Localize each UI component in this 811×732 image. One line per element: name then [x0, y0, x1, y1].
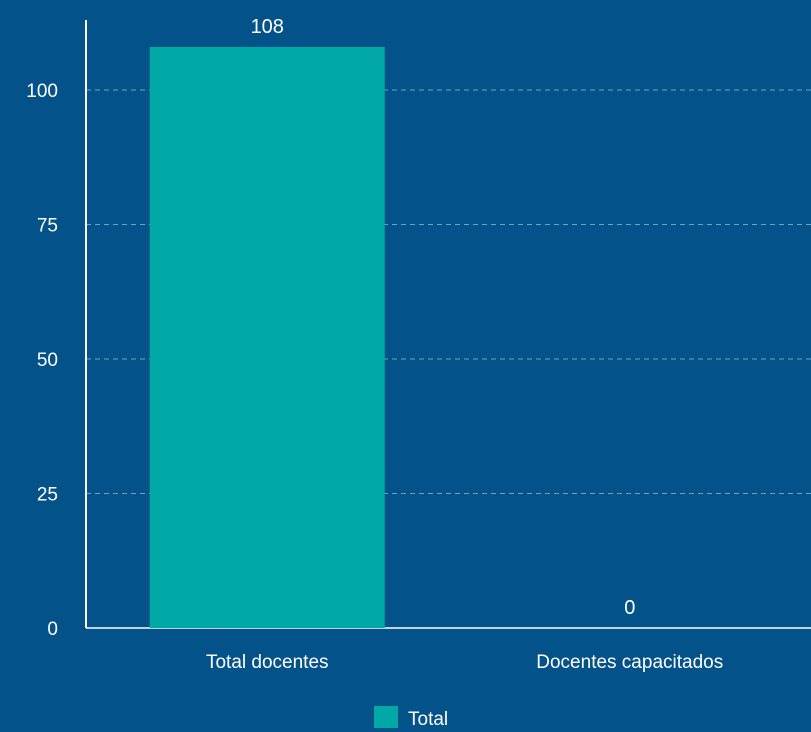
- y-tick-label: 100: [26, 81, 58, 102]
- legend-label[interactable]: Total: [408, 709, 448, 730]
- x-category-label: Docentes capacitados: [536, 652, 723, 673]
- y-tick-label: 25: [37, 485, 58, 506]
- y-tick-label: 50: [37, 350, 58, 371]
- labels: 0 25 50 75 100 108 Total docentes 0 Docentes cap…: [26, 16, 723, 673]
- data-label: 0: [624, 597, 635, 619]
- y-tick-label: 75: [37, 216, 58, 237]
- bars: [149, 46, 385, 628]
- data-label: 108: [251, 16, 284, 38]
- y-tick-label: 0: [47, 619, 58, 640]
- x-category-label: Total docentes: [206, 652, 329, 673]
- bar-total-docentes[interactable]: [149, 46, 385, 628]
- legend[interactable]: Total: [374, 706, 448, 730]
- legend-swatch[interactable]: [374, 706, 398, 728]
